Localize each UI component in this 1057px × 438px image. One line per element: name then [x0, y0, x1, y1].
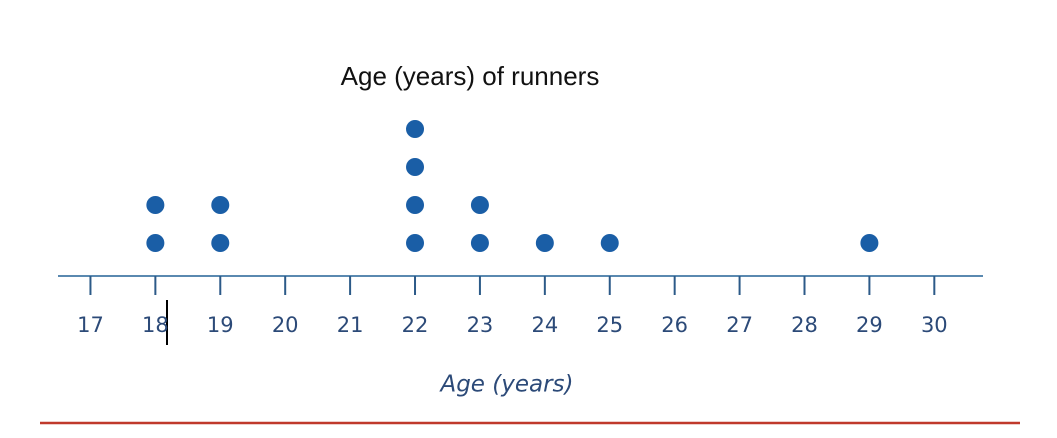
x-axis-label: Age (years): [438, 372, 573, 398]
dot: [406, 158, 425, 176]
dot: [211, 196, 230, 214]
x-tick-label: 29: [856, 313, 883, 337]
x-tick-label: 23: [467, 313, 494, 337]
x-tick-label: 30: [921, 313, 948, 337]
x-tick-label: 24: [531, 313, 558, 337]
x-tick-label: 25: [596, 313, 623, 337]
dot: [860, 234, 879, 252]
x-tick-label: 28: [791, 313, 818, 337]
x-tick-label: 22: [402, 313, 429, 337]
x-tick-label: 27: [726, 313, 753, 337]
dot: [211, 234, 230, 252]
dot: [406, 234, 425, 252]
chart-title: Age (years) of runners: [341, 61, 600, 91]
dot: [600, 234, 619, 252]
x-tick-label: 21: [337, 313, 364, 337]
dot: [406, 120, 425, 138]
dot: [406, 196, 425, 214]
dot: [146, 196, 165, 214]
dot: [470, 196, 489, 214]
x-tick-label: 19: [207, 313, 234, 337]
x-tick-label: 26: [661, 313, 688, 337]
dot: [535, 234, 554, 252]
x-tick-label: 20: [272, 313, 299, 337]
x-tick-label: 18: [142, 313, 169, 337]
dot: [146, 234, 165, 252]
x-tick-label: 17: [77, 313, 104, 337]
dot: [470, 234, 489, 252]
